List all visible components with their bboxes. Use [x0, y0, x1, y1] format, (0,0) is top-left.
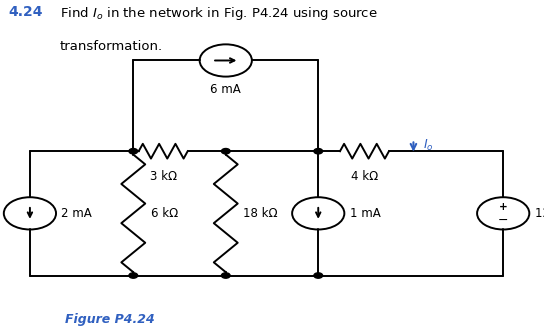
Text: transformation.: transformation. [60, 40, 163, 53]
Text: $I_o$: $I_o$ [423, 138, 434, 153]
Text: 2 mA: 2 mA [61, 207, 92, 220]
Text: Find $I_o$ in the network in Fig. P4.24 using source: Find $I_o$ in the network in Fig. P4.24 … [60, 5, 378, 22]
Text: 6 kΩ: 6 kΩ [151, 207, 178, 220]
Text: 6 mA: 6 mA [211, 83, 241, 96]
Text: 18 kΩ: 18 kΩ [243, 207, 278, 220]
Text: −: − [498, 214, 509, 227]
Text: +: + [499, 202, 508, 212]
Text: 4.24: 4.24 [8, 5, 42, 19]
Text: 4 kΩ: 4 kΩ [351, 170, 378, 183]
Text: 3 kΩ: 3 kΩ [150, 170, 177, 183]
Text: 1 mA: 1 mA [350, 207, 381, 220]
Text: 12 V: 12 V [535, 207, 544, 220]
Circle shape [221, 273, 230, 278]
Text: Figure P4.24: Figure P4.24 [65, 313, 155, 326]
Circle shape [221, 149, 230, 154]
Circle shape [314, 273, 323, 278]
Circle shape [314, 149, 323, 154]
Circle shape [129, 273, 138, 278]
Circle shape [129, 149, 138, 154]
